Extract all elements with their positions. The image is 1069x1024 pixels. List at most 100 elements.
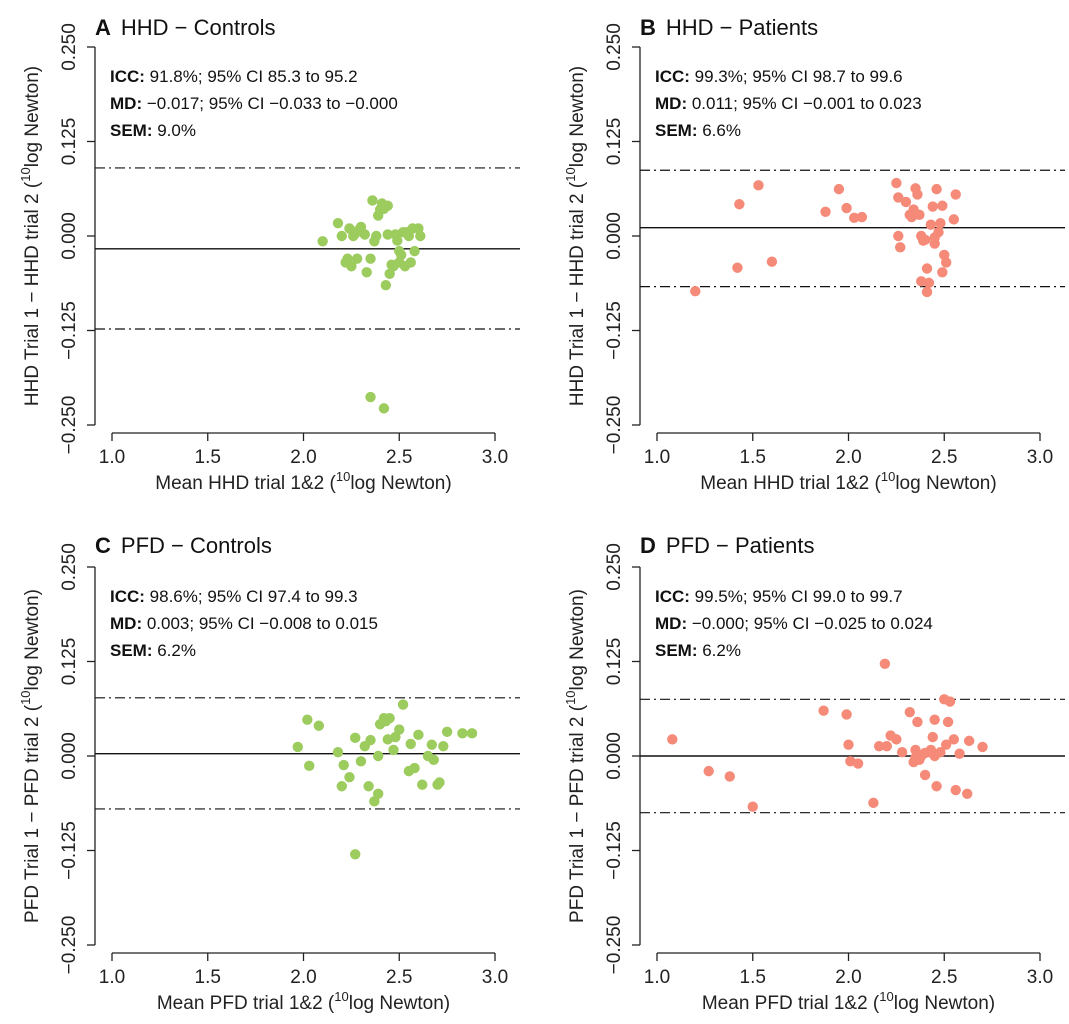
x-tick-label: 1.0 bbox=[644, 967, 670, 988]
data-point bbox=[384, 713, 395, 724]
data-point bbox=[818, 705, 829, 716]
stat-key: ICC: bbox=[655, 587, 690, 606]
x-tick-label: 1.0 bbox=[99, 447, 125, 468]
stat-value: 6.2% bbox=[153, 641, 196, 660]
y-axis-title-end: log Newton) bbox=[567, 66, 588, 167]
y-tick-label: 0.000 bbox=[604, 732, 625, 780]
data-point bbox=[904, 706, 915, 718]
stat-value: 6.6% bbox=[698, 121, 741, 140]
data-point bbox=[937, 200, 948, 211]
data-point bbox=[849, 212, 860, 224]
data-point bbox=[382, 229, 393, 240]
data-point bbox=[766, 256, 778, 267]
x-axis-title-end: log Newton) bbox=[895, 473, 996, 494]
data-point bbox=[962, 788, 973, 799]
x-tick-label: 1.5 bbox=[195, 967, 221, 988]
data-point bbox=[912, 716, 923, 728]
y-axis-title-sup: 10 bbox=[18, 690, 33, 704]
stat-key: MD: bbox=[655, 94, 687, 113]
data-point bbox=[732, 262, 743, 273]
data-point bbox=[392, 235, 403, 246]
data-point bbox=[365, 734, 376, 746]
data-point bbox=[977, 741, 988, 753]
y-tick-label: 0.000 bbox=[59, 732, 80, 780]
y-tick-label: −0.250 bbox=[604, 916, 625, 975]
y-axis-title-main: HHD Trial 1 − HHD trial 2 ( bbox=[22, 181, 43, 406]
data-point bbox=[413, 729, 424, 741]
data-point bbox=[313, 720, 325, 731]
panel-b: B HHD − Patients −0.250 −0.125 0.000 0.125 0.2… bbox=[563, 15, 1065, 494]
data-point bbox=[302, 714, 313, 725]
panel-a: A HHD − Controls −0.250 −0.125 0.000 0.125 0.2… bbox=[18, 15, 520, 494]
y-tick-label: 0.125 bbox=[604, 118, 625, 166]
stat-line: MD: 0.011; 95% CI −0.001 to 0.023 bbox=[655, 94, 922, 113]
y-axis-title-end: log Newton) bbox=[567, 589, 588, 690]
stat-key: MD: bbox=[110, 94, 142, 113]
x-axis-title-end: log Newton) bbox=[894, 993, 995, 1014]
data-point bbox=[405, 257, 416, 268]
data-point bbox=[856, 211, 868, 223]
data-point bbox=[466, 728, 478, 739]
stat-key: ICC: bbox=[110, 587, 145, 606]
data-point bbox=[353, 224, 365, 236]
panel-title: D PFD − Patients bbox=[640, 533, 814, 558]
data-point bbox=[944, 696, 956, 707]
stat-line: MD: 0.003; 95% CI −0.008 to 0.015 bbox=[110, 614, 378, 633]
x-tick-label: 3.0 bbox=[482, 447, 508, 468]
y-tick-label: 0.125 bbox=[59, 638, 80, 686]
data-point bbox=[394, 245, 405, 257]
data-point bbox=[361, 267, 372, 278]
data-point bbox=[940, 739, 952, 750]
data-point bbox=[336, 781, 347, 792]
data-point bbox=[415, 230, 426, 242]
stat-line: MD: −0.000; 95% CI −0.025 to 0.024 bbox=[655, 614, 933, 633]
x-axis-title: Mean PFD trial 1&2 (10log Newton) bbox=[157, 989, 450, 1014]
stat-key: ICC: bbox=[110, 67, 145, 86]
panel-title: C PFD − Controls bbox=[95, 533, 272, 558]
y-tick-label: −0.125 bbox=[604, 301, 625, 360]
x-axis-title: Mean HHD trial 1&2 (10log Newton) bbox=[155, 469, 451, 494]
y-tick-label: 0.250 bbox=[604, 23, 625, 71]
y-tick-label: −0.125 bbox=[59, 821, 80, 880]
y-axis-title-sup: 10 bbox=[18, 167, 33, 181]
x-tick-label: 2.5 bbox=[931, 967, 957, 988]
data-point bbox=[879, 658, 891, 669]
x-tick-label: 2.0 bbox=[835, 447, 861, 468]
data-point bbox=[401, 227, 413, 238]
x-tick-label: 3.0 bbox=[1027, 447, 1053, 468]
data-point bbox=[881, 740, 892, 752]
stat-value: 91.8%; 95% CI 85.3 to 95.2 bbox=[145, 67, 358, 86]
data-point bbox=[394, 724, 405, 735]
data-point bbox=[405, 738, 416, 750]
data-point bbox=[896, 747, 908, 758]
data-point bbox=[931, 781, 942, 792]
x-axis-title-end: log Newton) bbox=[349, 993, 450, 1014]
data-point bbox=[893, 230, 904, 242]
data-point bbox=[365, 391, 376, 403]
y-axis-title-end: log Newton) bbox=[22, 589, 43, 690]
data-point bbox=[292, 741, 303, 753]
y-tick-label: 0.125 bbox=[59, 118, 80, 166]
x-tick-label: 1.0 bbox=[99, 967, 125, 988]
data-point bbox=[363, 781, 374, 792]
y-axis-title: HHD Trial 1 − HHD trial 2 (10log Newton) bbox=[563, 66, 588, 406]
y-tick-label: 0.250 bbox=[59, 543, 80, 591]
y-tick-label: 0.000 bbox=[59, 212, 80, 260]
x-tick-label: 1.5 bbox=[740, 967, 766, 988]
data-point bbox=[747, 801, 758, 812]
y-tick-label: 0.250 bbox=[59, 23, 80, 71]
x-axis-title-sup: 10 bbox=[879, 989, 893, 1004]
data-point bbox=[428, 754, 439, 765]
stat-line: SEM: 6.2% bbox=[110, 641, 196, 660]
stat-line: SEM: 9.0% bbox=[110, 121, 196, 140]
data-point bbox=[438, 740, 449, 752]
x-tick-label: 3.0 bbox=[1027, 967, 1053, 988]
x-axis-title-main: Mean HHD trial 1&2 ( bbox=[700, 473, 881, 494]
stat-value: 0.011; 95% CI −0.001 to 0.023 bbox=[687, 94, 922, 113]
data-point bbox=[753, 180, 764, 191]
data-point bbox=[919, 769, 931, 781]
x-tick-label: 2.0 bbox=[290, 447, 316, 468]
data-point bbox=[921, 263, 933, 274]
data-point bbox=[900, 196, 912, 208]
panel-title-text: PFD − Controls bbox=[121, 533, 272, 558]
